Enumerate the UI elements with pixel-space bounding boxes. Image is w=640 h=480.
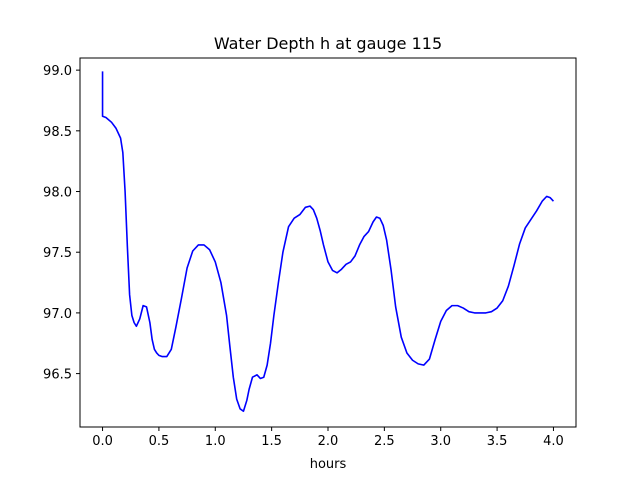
x-tick-label: 4.0 [543, 434, 564, 449]
x-tick-label: 1.0 [205, 434, 226, 449]
y-tick-label: 97.0 [43, 307, 72, 322]
x-tick-label: 2.5 [374, 434, 395, 449]
x-tick-label: 0.5 [149, 434, 170, 449]
x-tick-label: 0.0 [92, 434, 113, 449]
y-tick-label: 99.0 [43, 64, 72, 79]
y-tick-label: 98.0 [43, 186, 72, 201]
y-tick-label: 96.5 [43, 368, 72, 383]
plot-layer [101, 71, 555, 413]
axes-layer: 0.0 0.5 1.0 1.5 2.0 2.5 3.0 3.5 4.0 96.5 97.0 97.5 9… [43, 57, 577, 449]
x-axis-label: hours [310, 457, 347, 472]
x-tick-label: 3.5 [487, 434, 508, 449]
series-line-0 [101, 71, 555, 413]
x-tick-label: 3.0 [430, 434, 451, 449]
chart-title: Water Depth h at gauge 115 [214, 34, 442, 53]
y-tick-label: 98.5 [43, 125, 72, 140]
x-tick-label: 2.0 [318, 434, 339, 449]
y-tick-label: 97.5 [43, 246, 72, 261]
x-tick-label: 1.5 [261, 434, 282, 449]
